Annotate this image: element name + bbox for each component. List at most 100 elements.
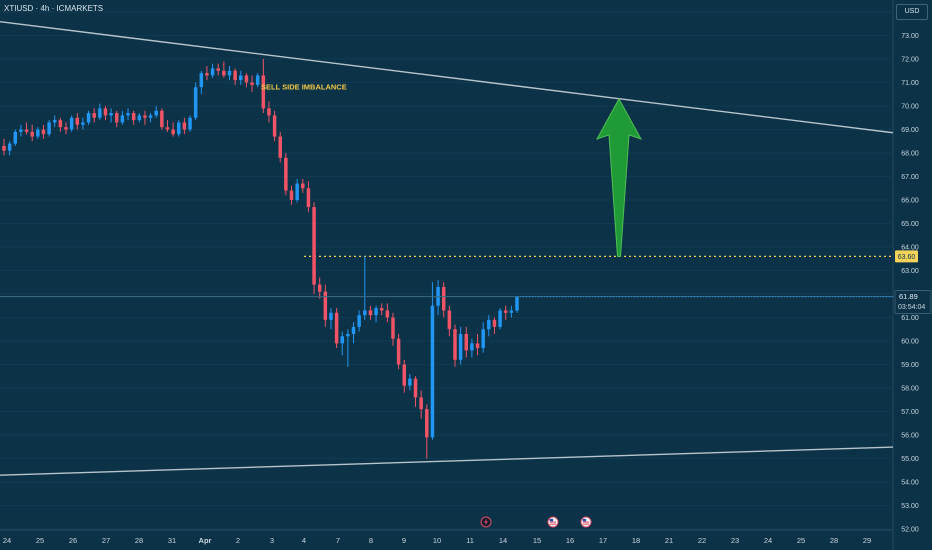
candle-body (75, 117, 80, 125)
flag-canton (549, 518, 554, 522)
price-tick-label: 63.00 (901, 268, 919, 275)
candle-body (323, 291, 328, 320)
time-tick-label: 24 (764, 536, 772, 545)
candle-body (301, 183, 305, 189)
time-tick-label: 16 (566, 536, 574, 545)
time-tick-label: 3 (270, 536, 274, 545)
candle-body (205, 73, 209, 76)
candle-body (109, 113, 113, 116)
candle-body (177, 122, 181, 135)
symbol-title[interactable]: XTIUSD · 4h · ICMARKETS (4, 4, 104, 13)
candle-body (278, 136, 282, 158)
price-tick-label: 66.00 (901, 198, 919, 205)
time-tick-label: 4 (302, 536, 306, 545)
candle-body (98, 108, 102, 118)
time-axis-ticks: 24 25 26 27 28 31 Apr 2 3 4 7 8 9 10 11 14 15 16 17 18 21 22 2… (3, 536, 871, 545)
price-tick-label: 70.00 (901, 104, 919, 111)
current-price-label: 61.89 (899, 292, 918, 301)
candle-body (340, 336, 344, 344)
time-tick-label: 31 (168, 536, 176, 545)
upper-trendline (0, 21, 894, 134)
time-tick-label: 21 (665, 536, 673, 545)
time-tick-label: 24 (3, 536, 11, 545)
time-tick-label: 25 (36, 536, 44, 545)
candle-body (114, 113, 119, 123)
candle-body (487, 319, 491, 330)
candle-body (515, 296, 519, 311)
flag-stripe (582, 523, 590, 525)
candle-body (334, 312, 339, 344)
price-tick-label: 71.00 (901, 80, 919, 87)
candle-body (503, 310, 508, 313)
candle-body (120, 115, 125, 123)
candle-body (244, 75, 249, 83)
us-flag-icon[interactable] (580, 516, 592, 528)
candle-body (425, 409, 429, 438)
price-tick-label: 55.00 (901, 456, 919, 463)
time-tick-label: 26 (69, 536, 77, 545)
time-tick-label: 29 (863, 536, 871, 545)
candle-body (272, 115, 277, 137)
us-flag-icon[interactable] (547, 516, 559, 528)
candle-body (464, 333, 469, 351)
last-price-group: 61.89 03:54:04 (0, 290, 932, 314)
resistance-level: 63.60 (304, 250, 918, 263)
time-tick-label: 28 (830, 536, 838, 545)
candle-body (346, 333, 350, 337)
price-tick-label: 53.00 (901, 503, 919, 510)
lower-trendline (0, 446, 894, 476)
level-price-label: 63.60 (898, 254, 916, 261)
time-tick-label: 9 (402, 536, 406, 545)
time-tick-label: 27 (102, 536, 110, 545)
candle-body (188, 117, 192, 130)
time-tick-label: 15 (533, 536, 541, 545)
price-tick-label: 73.00 (901, 33, 919, 40)
candle-body (363, 310, 367, 316)
lightning-icon[interactable] (480, 516, 492, 528)
price-tick-label: 72.00 (901, 57, 919, 64)
candle-body (419, 397, 423, 410)
candle-body (69, 117, 74, 130)
time-tick-label: 14 (499, 536, 507, 545)
candle-body (52, 120, 57, 123)
time-tick-label: 25 (797, 536, 805, 545)
candle-body (312, 207, 316, 285)
time-tick-label: 2 (236, 536, 240, 545)
candle-body (216, 68, 220, 71)
price-tick-label: 69.00 (901, 127, 919, 134)
flag-stripe (549, 523, 557, 525)
candle-body (498, 310, 502, 327)
currency-button[interactable]: USD (896, 4, 928, 20)
candle-body (64, 127, 68, 130)
candle-body (284, 157, 288, 191)
candle-body (182, 122, 187, 130)
candle-body (148, 115, 153, 118)
candle-body (2, 145, 6, 151)
price-tick-label: 60.00 (901, 339, 919, 346)
candle-body (357, 315, 361, 327)
candle-body (379, 308, 384, 311)
price-tick-label: 61.00 (901, 315, 919, 322)
candle-body (368, 310, 373, 316)
candle-body (391, 317, 395, 339)
candle-body (154, 110, 158, 116)
lightning-glyph (484, 518, 488, 526)
candle-body (233, 70, 237, 81)
target-arrow (595, 97, 643, 257)
candle-body (86, 113, 91, 123)
flag-stripe (549, 521, 557, 523)
candle-body (408, 378, 412, 386)
candle-body (267, 108, 271, 116)
candle-body (475, 343, 480, 349)
price-tick-label: 57.00 (901, 409, 919, 416)
candle-body (165, 127, 170, 130)
candle-body (351, 326, 356, 334)
time-tick-label: 23 (731, 536, 739, 545)
candle-body (199, 73, 204, 88)
candle-body (143, 115, 147, 118)
current-price-tag (894, 290, 932, 314)
price-axis-panel[interactable] (893, 0, 932, 550)
candle-body (171, 129, 175, 135)
candle-body (30, 131, 34, 137)
